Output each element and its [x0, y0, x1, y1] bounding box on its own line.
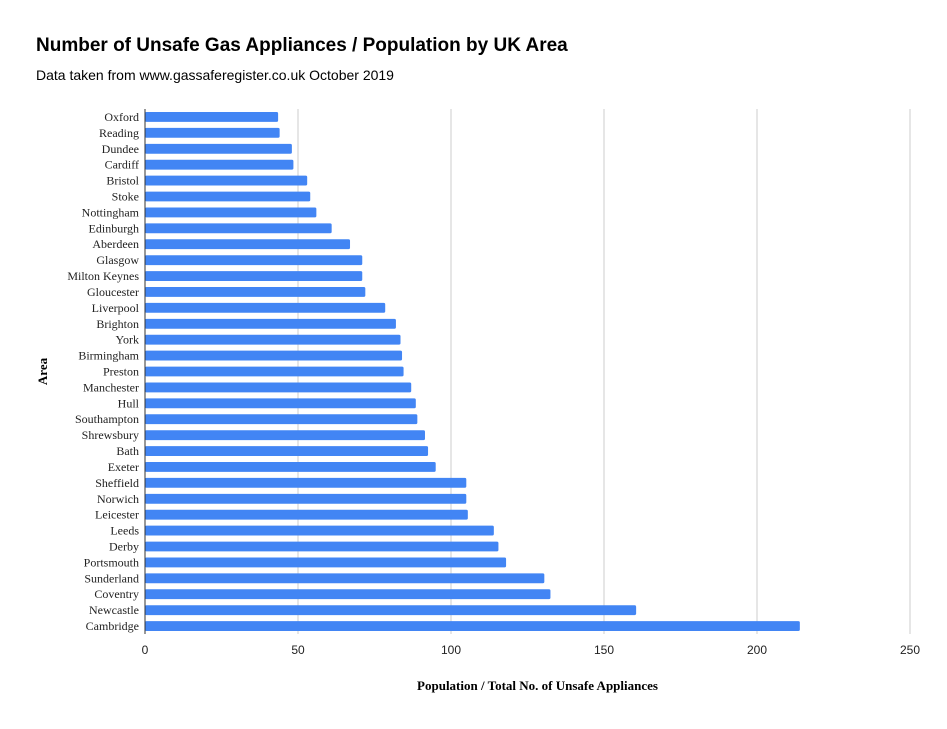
category-label: Sunderland [84, 571, 139, 585]
bars [145, 112, 800, 631]
y-axis-title: Area [35, 357, 50, 385]
bar [145, 525, 494, 536]
category-label: Hull [118, 396, 140, 410]
bar [145, 414, 418, 425]
bar [145, 175, 308, 186]
bar [145, 573, 545, 584]
bar [145, 112, 279, 122]
x-tick-label: 50 [291, 643, 305, 657]
bar [145, 287, 366, 297]
bar [145, 159, 294, 170]
category-label: Nottingham [82, 205, 140, 219]
bar [145, 366, 404, 377]
bar [145, 541, 499, 552]
category-label: Cardiff [105, 158, 139, 172]
category-label: Southampton [75, 412, 139, 426]
bar [145, 621, 800, 631]
category-label: Bristol [106, 174, 139, 188]
category-label: Edinburgh [89, 221, 139, 235]
bar [145, 477, 467, 488]
bar [145, 446, 429, 456]
category-label: Preston [103, 365, 139, 379]
category-label: York [116, 333, 139, 347]
category-label: Aberdeen [92, 237, 139, 251]
bar [145, 223, 332, 234]
category-label: Brighton [96, 317, 139, 331]
bar [145, 382, 412, 393]
bar [145, 191, 311, 202]
category-label: Portsmouth [84, 555, 139, 569]
bar [145, 239, 351, 250]
bar [145, 430, 425, 441]
category-label: Cambridge [86, 619, 139, 633]
category-label: Reading [99, 126, 139, 140]
category-label: Liverpool [92, 301, 140, 315]
category-labels: OxfordReadingDundeeCardiffBristolStokeNo… [67, 110, 139, 633]
category-label: Sheffield [95, 476, 139, 490]
category-label: Newcastle [89, 603, 139, 617]
x-tick-label: 200 [747, 643, 767, 657]
x-axis-title: Population / Total No. of Unsafe Applian… [417, 678, 658, 693]
bar [145, 605, 637, 616]
category-label: Manchester [83, 380, 139, 394]
category-label: Milton Keynes [67, 269, 139, 283]
chart-title: Number of Unsafe Gas Appliances / Popula… [36, 35, 568, 56]
bar [145, 127, 280, 138]
category-label: Bath [116, 444, 139, 458]
category-label: Shrewsbury [82, 428, 139, 442]
category-label: Norwich [97, 492, 139, 506]
bar [145, 334, 401, 345]
bar [145, 557, 507, 568]
category-label: Leicester [95, 508, 139, 522]
bar [145, 302, 386, 313]
bar [145, 318, 396, 329]
bar [145, 462, 436, 472]
category-label: Gloucester [87, 285, 139, 299]
chart-subtitle: Data taken from www.gassaferegister.co.u… [36, 67, 394, 83]
category-label: Leeds [110, 524, 139, 538]
bar [145, 493, 467, 504]
category-label: Dundee [102, 142, 139, 156]
category-label: Derby [109, 540, 139, 554]
bar [145, 398, 416, 409]
category-label: Oxford [104, 110, 139, 124]
category-label: Birmingham [78, 349, 139, 363]
x-tick-label: 250 [900, 643, 920, 657]
category-label: Exeter [108, 460, 139, 474]
bar [145, 589, 551, 600]
x-tick-label: 100 [441, 643, 461, 657]
bar [145, 271, 363, 281]
bar [145, 255, 363, 266]
x-tick-label: 0 [142, 643, 149, 657]
bar [145, 143, 292, 154]
bar [145, 350, 403, 361]
category-label: Glasgow [96, 253, 139, 267]
bar [145, 207, 317, 218]
category-label: Coventry [94, 587, 139, 601]
x-tick-label: 150 [594, 643, 614, 657]
x-tick-labels: 0 50 100 150 200 250 [142, 643, 921, 657]
bar [145, 509, 468, 520]
category-label: Stoke [112, 190, 139, 204]
